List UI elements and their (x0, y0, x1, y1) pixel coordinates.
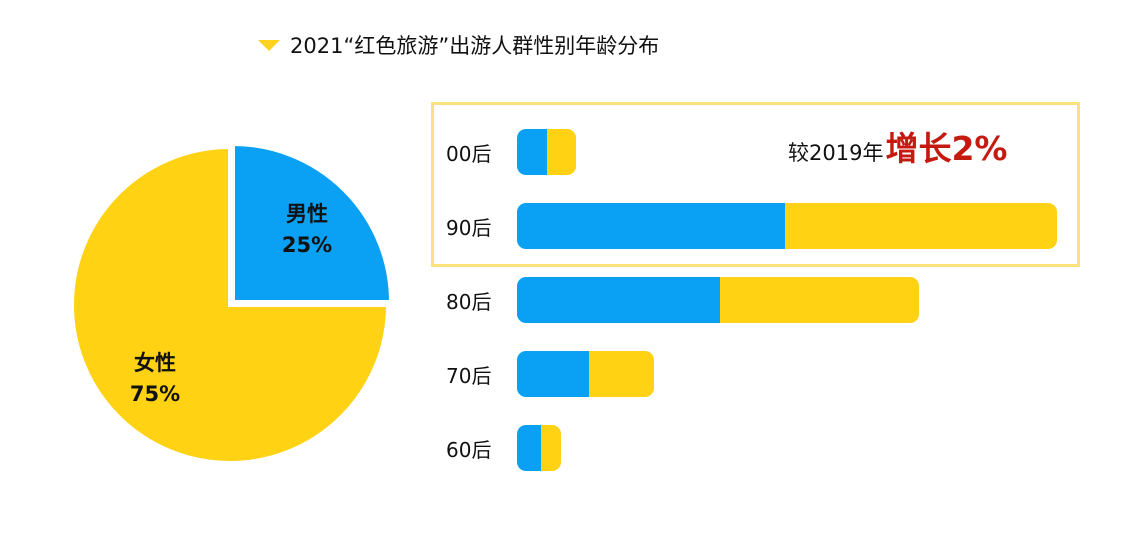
pie-label-female: 女性 75% (110, 348, 200, 410)
pie-label-female-name: 女性 (134, 351, 176, 375)
pie-label-male-name: 男性 (286, 202, 328, 226)
stacked-bar (517, 277, 920, 323)
bar-category-label: 00后 (446, 141, 492, 166)
chart-title: 2021“红色旅游”出游人群性别年龄分布 (258, 30, 659, 60)
bar-segment-male (517, 203, 785, 249)
pie-label-male-value: 25% (281, 233, 333, 257)
bar-segment-male (517, 351, 589, 397)
bar-category-label: 60后 (446, 437, 492, 462)
stacked-bar (517, 425, 562, 471)
stacked-bar (517, 129, 576, 175)
bar-segment-female (784, 203, 1057, 249)
bar-row: 00后 (446, 129, 576, 175)
growth-value: 增长2% (885, 129, 1008, 168)
growth-annotation: 较2019年 增长2% (788, 122, 1007, 170)
bar-segment-female (541, 425, 562, 471)
bar-category-label: 80后 (446, 289, 492, 314)
bar-category-label: 70后 (446, 363, 492, 388)
pie-slice-male (231, 141, 394, 304)
bar-row: 70后 (446, 351, 655, 397)
bar-segment-male (517, 277, 721, 323)
bar-segment-female (720, 277, 920, 323)
bar-segment-male (517, 129, 548, 175)
growth-prefix: 较2019年 (788, 141, 884, 165)
bar-segment-female (547, 129, 576, 175)
pie-slice-female (70, 144, 391, 465)
chart-title-text: 2021“红色旅游”出游人群性别年龄分布 (290, 34, 660, 58)
bar-row: 90后 (446, 203, 1057, 249)
bar-segment-male (517, 425, 542, 471)
highlight-box (431, 102, 1080, 267)
gender-pie-chart (70, 141, 394, 465)
stacked-bar (517, 351, 655, 397)
pie-label-male: 男性 25% (262, 199, 352, 261)
bar-row: 60后 (446, 425, 562, 471)
bar-row: 80后 (446, 277, 920, 323)
triangle-marker-icon (258, 39, 280, 51)
bar-segment-female (588, 351, 655, 397)
stacked-bar (517, 203, 1057, 249)
bar-category-label: 90后 (446, 215, 492, 240)
pie-label-female-value: 75% (129, 382, 181, 406)
